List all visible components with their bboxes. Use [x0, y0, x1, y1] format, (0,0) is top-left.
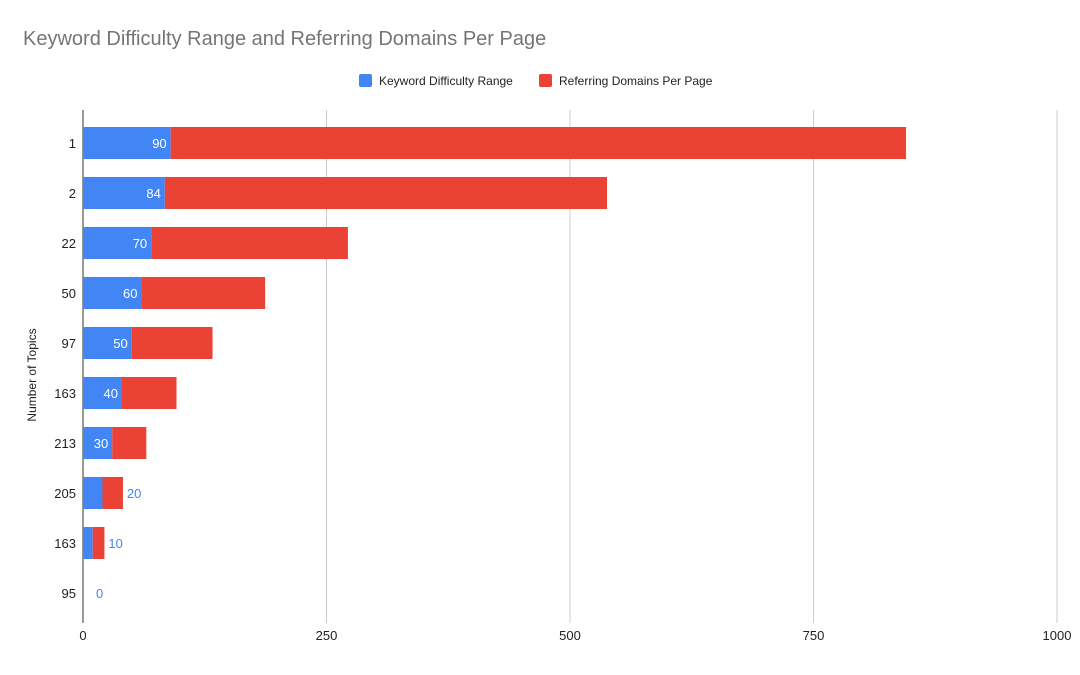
y-axis-title: Number of Topics [25, 328, 39, 421]
y-category-label: 1 [69, 136, 76, 151]
bar-referring-domains [131, 327, 213, 359]
y-category-label: 163 [54, 386, 76, 401]
x-tick-label: 500 [559, 628, 581, 643]
bar-keyword-difficulty [83, 227, 152, 259]
y-category-label: 163 [54, 536, 76, 551]
data-label: 84 [146, 186, 160, 201]
bar-keyword-difficulty [83, 127, 171, 159]
y-category-label: 50 [62, 286, 76, 301]
bar-keyword-difficulty [83, 177, 165, 209]
legend-swatch [359, 74, 372, 87]
bar-keyword-difficulty [83, 527, 93, 559]
bar-referring-domains [102, 477, 123, 509]
x-tick-label: 250 [316, 628, 338, 643]
x-tick-label: 1000 [1043, 628, 1072, 643]
legend-swatch [539, 74, 552, 87]
bar-keyword-difficulty [83, 327, 132, 359]
bars [83, 127, 907, 559]
data-label: 10 [108, 536, 122, 551]
bar-referring-domains [121, 377, 177, 409]
bar-keyword-difficulty [83, 427, 113, 459]
y-category-label: 97 [62, 336, 76, 351]
y-category-label: 22 [62, 236, 76, 251]
data-label: 90 [152, 136, 166, 151]
data-label: 0 [96, 586, 103, 601]
data-label: 70 [133, 236, 147, 251]
legend-label: Referring Domains Per Page [559, 74, 713, 88]
bar-referring-domains [151, 227, 348, 259]
bar-referring-domains [170, 127, 907, 159]
data-labels: 90 84 70 60 50 40 30 20 10 0 [94, 136, 167, 601]
legend: Keyword Difficulty Range Referring Domain… [359, 74, 713, 88]
y-category-label: 2 [69, 186, 76, 201]
bar-referring-domains [164, 177, 608, 209]
y-category-label: 205 [54, 486, 76, 501]
bar-referring-domains [92, 527, 105, 559]
chart-title: Keyword Difficulty Range and Referring D… [23, 28, 547, 50]
data-label: 50 [113, 336, 127, 351]
legend-label: Keyword Difficulty Range [379, 74, 513, 88]
bar-referring-domains [141, 277, 266, 309]
x-axis-ticks: 0 250 500 750 1000 [79, 628, 1071, 643]
data-label: 40 [103, 386, 117, 401]
x-tick-label: 0 [79, 628, 86, 643]
y-category-label: 95 [62, 586, 76, 601]
data-label: 30 [94, 436, 108, 451]
y-category-label: 213 [54, 436, 76, 451]
bar-referring-domains [112, 427, 147, 459]
bar-keyword-difficulty [83, 377, 122, 409]
data-label: 60 [123, 286, 137, 301]
bar-keyword-difficulty [83, 477, 103, 509]
data-label: 20 [127, 486, 141, 501]
bar-keyword-difficulty [83, 277, 142, 309]
x-tick-label: 750 [803, 628, 825, 643]
